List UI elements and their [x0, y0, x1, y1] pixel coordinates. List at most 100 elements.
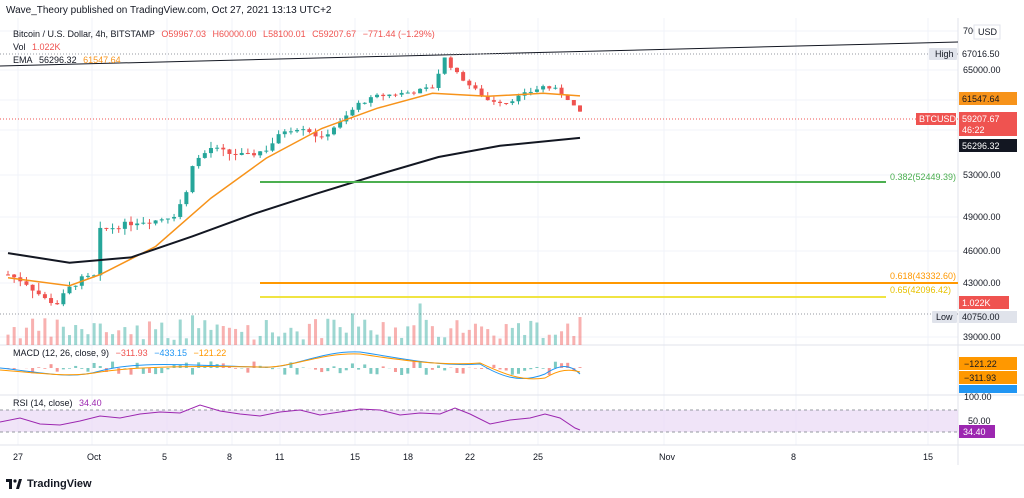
- volume-bar: [369, 330, 373, 345]
- ema-fast-line: [7, 92, 581, 287]
- candle-body: [165, 218, 170, 220]
- volume-bar: [535, 322, 539, 345]
- volume-bar: [566, 323, 570, 345]
- candle-body: [375, 94, 380, 98]
- candle-body: [565, 94, 570, 101]
- symbol-legend[interactable]: Bitcoin / U.S. Dollar, 4h, BITSTAMP O599…: [13, 29, 439, 39]
- c-value: 59207.67: [318, 29, 357, 39]
- macd-bar: [74, 365, 78, 368]
- candle-body: [541, 86, 546, 90]
- volume-bar: [523, 334, 527, 345]
- ema-fast-value: 61547.64: [962, 94, 1000, 104]
- volume-bar: [350, 313, 354, 345]
- price-axis[interactable]: 70000.0065000.0061000.0057000.0053000.00…: [963, 26, 1001, 342]
- volume-bar: [467, 329, 471, 345]
- volume-bar: [147, 321, 151, 345]
- candle-body: [399, 92, 404, 95]
- macd-bar: [516, 368, 520, 374]
- volume-bar: [443, 337, 447, 345]
- volume-bar: [320, 338, 324, 345]
- l-label: L: [263, 29, 269, 39]
- candle-body: [202, 153, 207, 158]
- time-tick: Nov: [659, 452, 676, 462]
- volume-bar: [338, 327, 342, 345]
- macd-bar: [535, 366, 539, 368]
- candle-body: [116, 228, 121, 230]
- volume-value: 1.022K: [962, 298, 991, 308]
- candle-body: [578, 105, 582, 112]
- time-axis[interactable]: 27 Oct 5 8 11 15 18 22 25 Nov 8 15: [13, 452, 933, 462]
- candle-body: [454, 67, 459, 73]
- candle-body: [467, 80, 472, 86]
- volume-bar: [461, 332, 465, 345]
- macd-bar: [553, 361, 557, 368]
- macd-bar: [209, 361, 213, 368]
- rsi-legend[interactable]: RSI (14, close) 34.40: [13, 398, 106, 408]
- high-tag: High: [929, 48, 957, 60]
- candle-body: [85, 275, 90, 277]
- macd-bar: [400, 368, 404, 375]
- candle-body: [49, 298, 54, 304]
- price-tick: 46000.00: [963, 246, 1001, 256]
- candle-body: [30, 284, 35, 291]
- volume-bar: [498, 338, 502, 345]
- change-value: −771.44 (−1.29%): [362, 29, 435, 39]
- macd-bar: [61, 368, 65, 370]
- volume-legend[interactable]: Vol 1.022K: [13, 42, 65, 52]
- macd-bar: [166, 368, 170, 370]
- volume-bar: [283, 332, 287, 345]
- volume-bar: [344, 332, 348, 345]
- volume-bar: [480, 326, 484, 345]
- candle-body: [344, 115, 349, 122]
- tradingview-footer[interactable]: TradingView: [6, 478, 92, 490]
- price-tick: 65000.00: [963, 65, 1001, 75]
- candle-body: [239, 152, 244, 155]
- candle-body: [479, 88, 484, 96]
- candle-body: [436, 73, 441, 88]
- candle-body: [184, 192, 189, 205]
- candle-body: [356, 102, 361, 110]
- volume-bar: [166, 338, 170, 345]
- macd-bar: [191, 368, 195, 375]
- candle-body: [6, 274, 10, 276]
- macd-bar: [363, 364, 367, 368]
- candle-body: [135, 223, 140, 226]
- volume-bar: [289, 327, 293, 345]
- currency-box[interactable]: [973, 24, 1001, 40]
- time-tick: 11: [275, 452, 284, 462]
- candle-body: [393, 94, 398, 96]
- candle-body: [264, 150, 269, 152]
- macd-bar: [80, 368, 84, 369]
- price-tick: 53000.00: [963, 170, 1001, 180]
- volume-bar: [357, 326, 361, 345]
- volume-bar: [516, 323, 520, 345]
- chart[interactable]: 0.382(52449.39) 0.618(43332.60) 0.65(420…: [0, 18, 1024, 478]
- macd-legend[interactable]: MACD (12, 26, close, 9) −311.93 −433.15 …: [13, 348, 230, 358]
- ema-legend[interactable]: EMA 56296.32 61547.64: [13, 55, 125, 65]
- macd-line-tag: [959, 385, 1017, 393]
- candle-body: [73, 285, 78, 287]
- candle-body: [295, 129, 300, 132]
- macd-line: [0, 351, 581, 380]
- volume-bar: [172, 339, 176, 345]
- candle-body: [516, 95, 521, 102]
- volume-bar: [43, 318, 47, 345]
- candle-body: [301, 129, 306, 131]
- volume-bar: [6, 334, 10, 345]
- time-tick: 15: [350, 452, 360, 462]
- low-price-value: 40750.00: [962, 312, 1000, 322]
- time-tick: 27: [13, 452, 23, 462]
- volume-bar: [252, 339, 256, 345]
- volume-bar: [455, 320, 459, 345]
- candle-body: [178, 204, 183, 217]
- macd-bar: [184, 362, 188, 368]
- candle-body: [172, 216, 177, 219]
- candle-body: [288, 131, 293, 133]
- last-price-value: 59207.67: [962, 114, 1000, 124]
- volume-bar: [160, 322, 164, 345]
- trend-line[interactable]: [0, 41, 959, 67]
- candle-body: [442, 57, 447, 74]
- time-tick: Oct: [87, 452, 102, 462]
- h-label: H: [212, 29, 219, 39]
- candle-body: [313, 131, 318, 137]
